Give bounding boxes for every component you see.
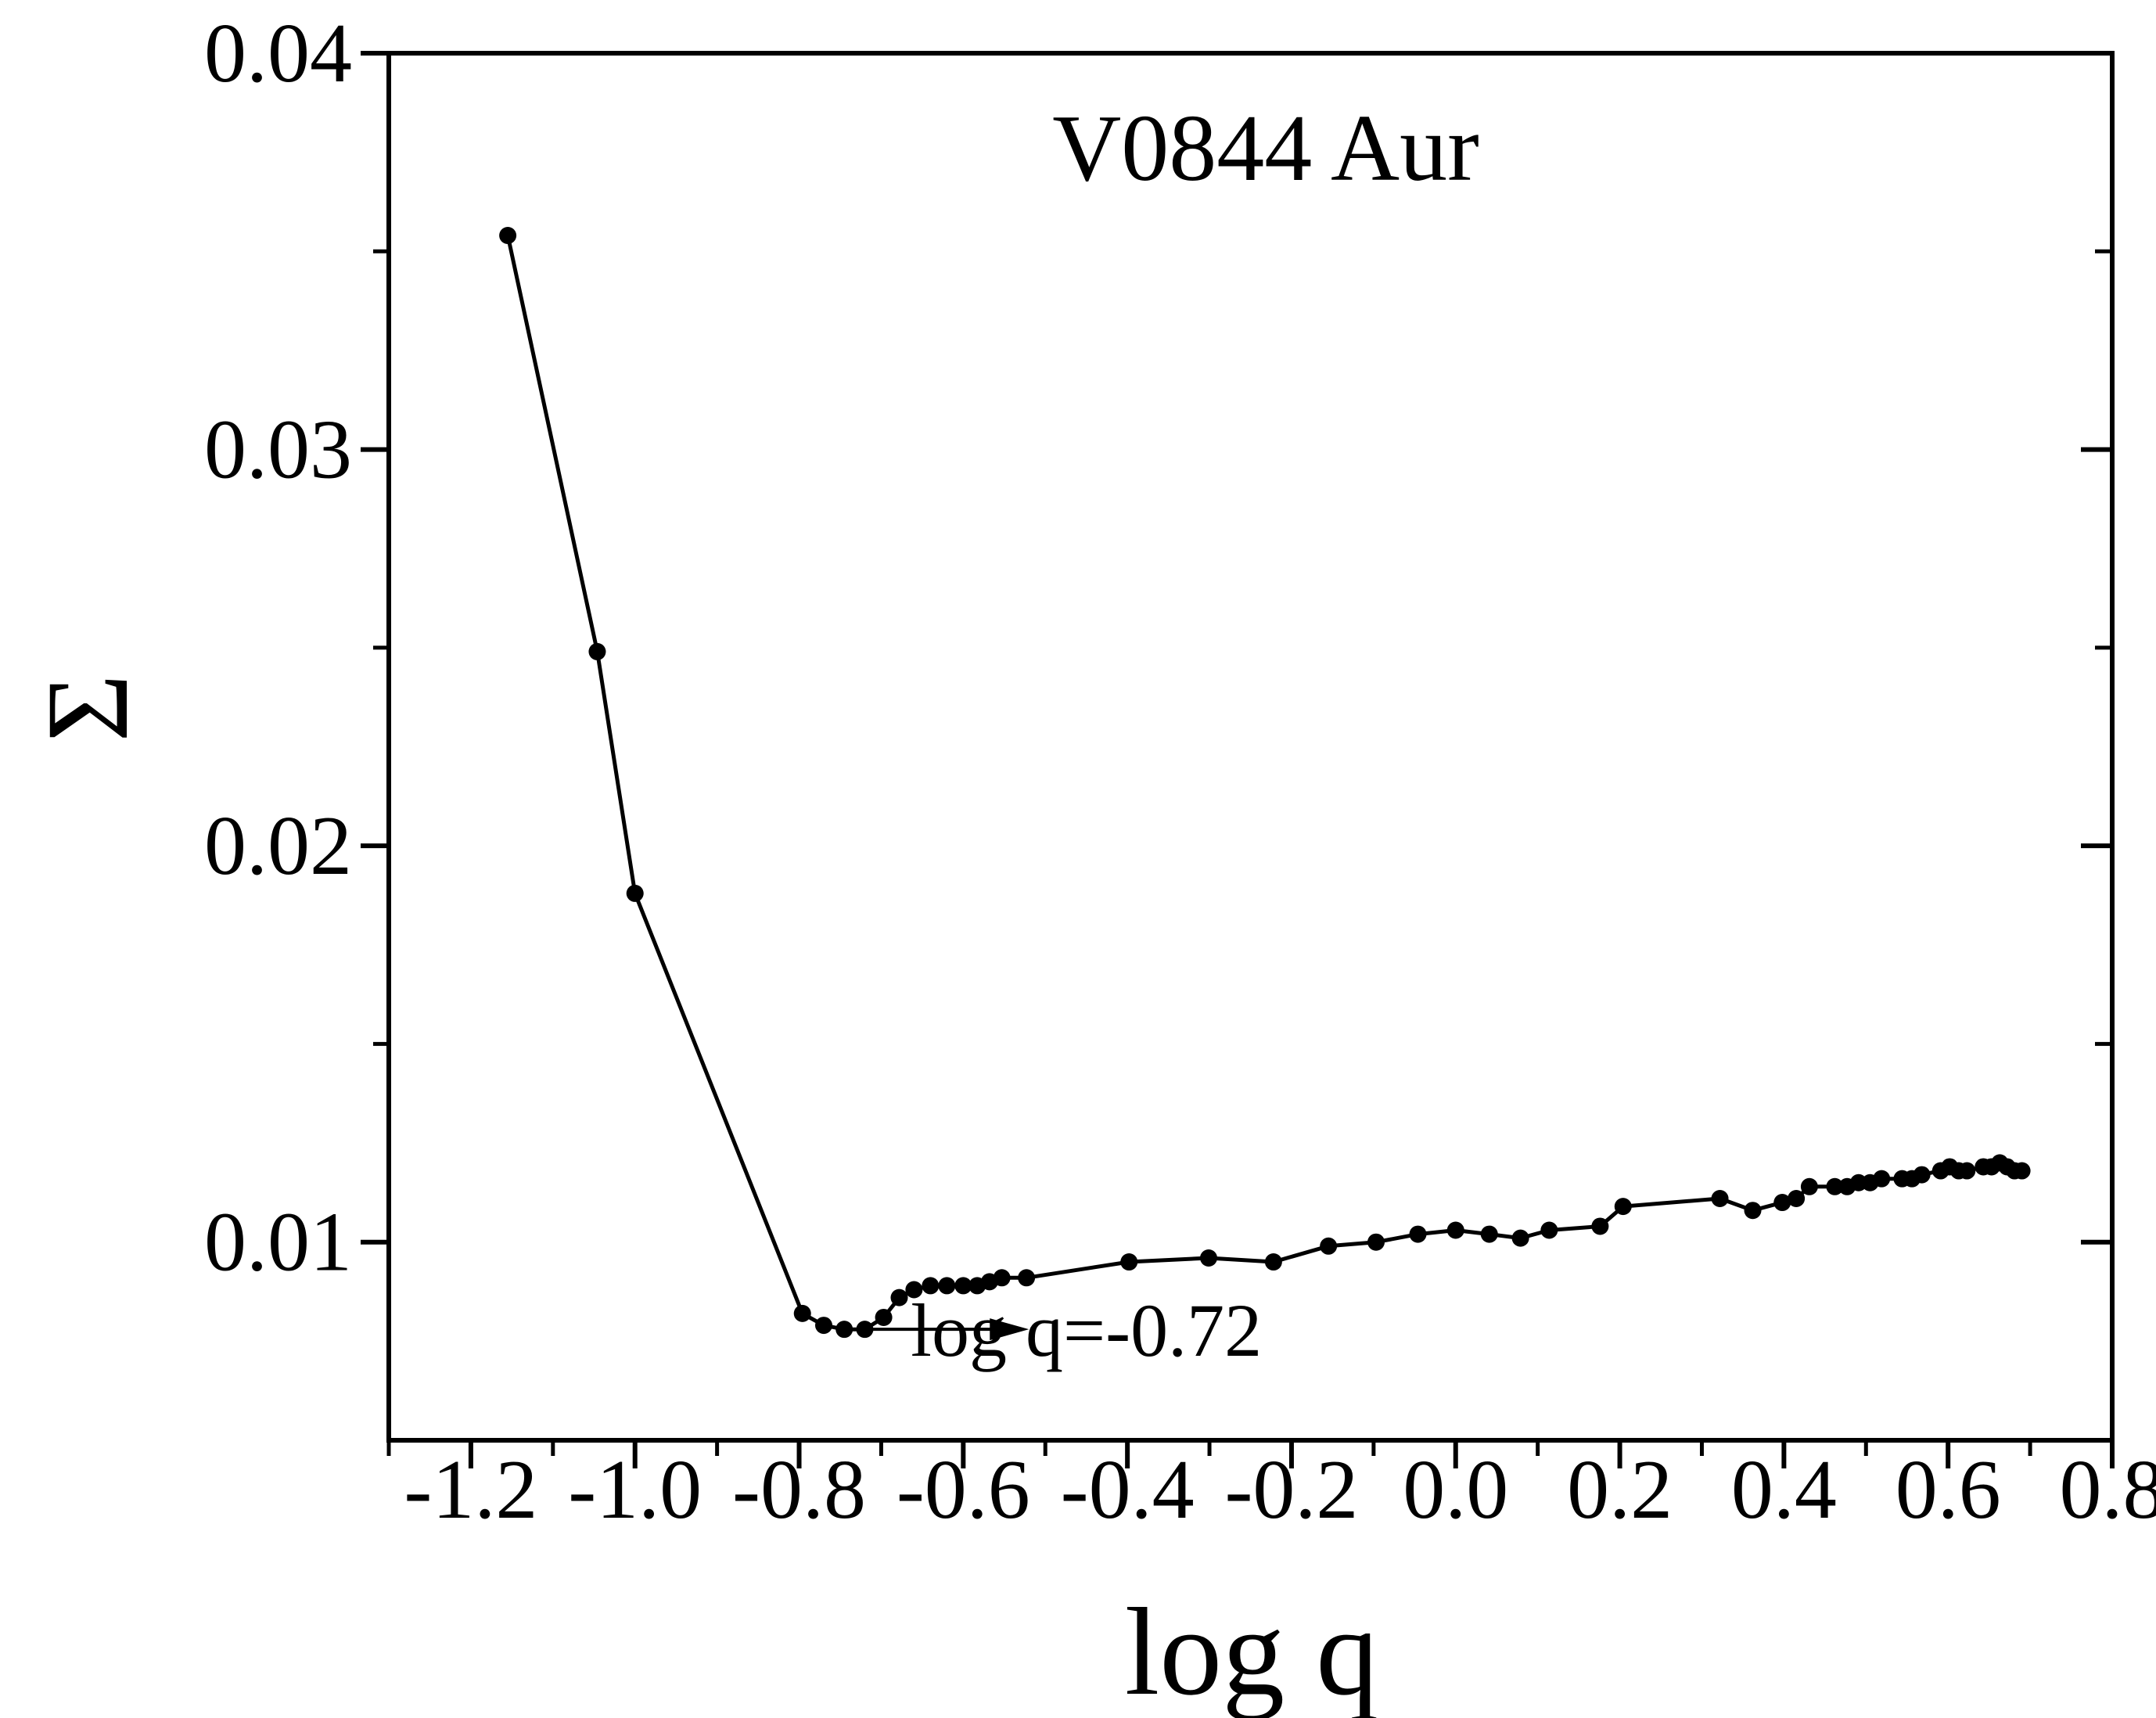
x-tick-label: 0.0 [1403,1443,1508,1536]
data-point [890,1288,908,1306]
x-tick-label: -0.4 [1061,1443,1195,1536]
data-point [814,1317,832,1335]
x-tick-label: 0.6 [1895,1443,2001,1536]
data-point [1446,1221,1464,1239]
annotation-arrow-head [990,1318,1029,1341]
data-point [1614,1198,1632,1216]
x-tick-label: -1.2 [404,1443,537,1536]
data-point [922,1277,940,1295]
x-tick-label: -0.2 [1224,1443,1358,1536]
data-point [1826,1177,1844,1195]
data-point [938,1277,956,1295]
data-point [1540,1221,1558,1239]
data-point [588,642,606,660]
data-point [1264,1253,1282,1271]
data-point [1873,1170,1891,1188]
data-point [905,1281,923,1299]
y-tick-label: 0.01 [204,1196,352,1289]
x-tick-label: 0.4 [1731,1443,1837,1536]
data-point [856,1321,874,1339]
data-point [1120,1253,1138,1271]
data-point [1958,1162,1976,1180]
x-tick-label: -1.0 [568,1443,702,1536]
data-point [993,1269,1011,1287]
series-layer [499,227,2031,1339]
data-point [1788,1189,1806,1207]
data-point [875,1308,893,1326]
data-point [1591,1217,1609,1235]
data-point [1511,1229,1529,1247]
x-tick-label: 0.8 [2060,1443,2156,1536]
y-axis-title: Σ [23,674,153,742]
data-point [1913,1166,1931,1184]
x-tick-label: 0.2 [1567,1443,1673,1536]
data-point [954,1277,972,1295]
x-tick-label: -0.8 [732,1443,866,1536]
y-tick-label: 0.02 [204,800,352,893]
data-point [499,227,517,245]
data-point [1367,1233,1385,1251]
axis-ticks [361,51,2115,1468]
data-point [835,1321,853,1339]
y-tick-label: 0.04 [204,7,352,100]
data-point [626,884,644,902]
data-point [1199,1249,1217,1267]
data-point [1409,1225,1427,1243]
data-point [1773,1194,1791,1212]
annotation-label: log q=-0.72 [911,1288,1262,1372]
data-point [1711,1189,1729,1207]
x-axis-title: log q [1125,1582,1378,1718]
y-tick-label: 0.03 [204,404,352,497]
data-point [1480,1225,1498,1243]
annotation-layer: log q=-0.72 [872,1288,1262,1372]
tick-labels: -1.2 -1.0 -0.8 -0.6 -0.4 -0.2 0.0 0.2 0.4 0.6 0.8 0… [204,7,2156,1536]
plot-frame [386,51,2115,1443]
data-point [1018,1269,1036,1287]
data-point [2013,1162,2031,1180]
x-tick-label: -0.6 [897,1443,1030,1536]
chart-title: V0844 Aur [1052,95,1479,201]
data-point [1744,1202,1762,1220]
data-point [793,1304,811,1322]
data-point [1800,1177,1818,1195]
data-point [1320,1237,1338,1255]
